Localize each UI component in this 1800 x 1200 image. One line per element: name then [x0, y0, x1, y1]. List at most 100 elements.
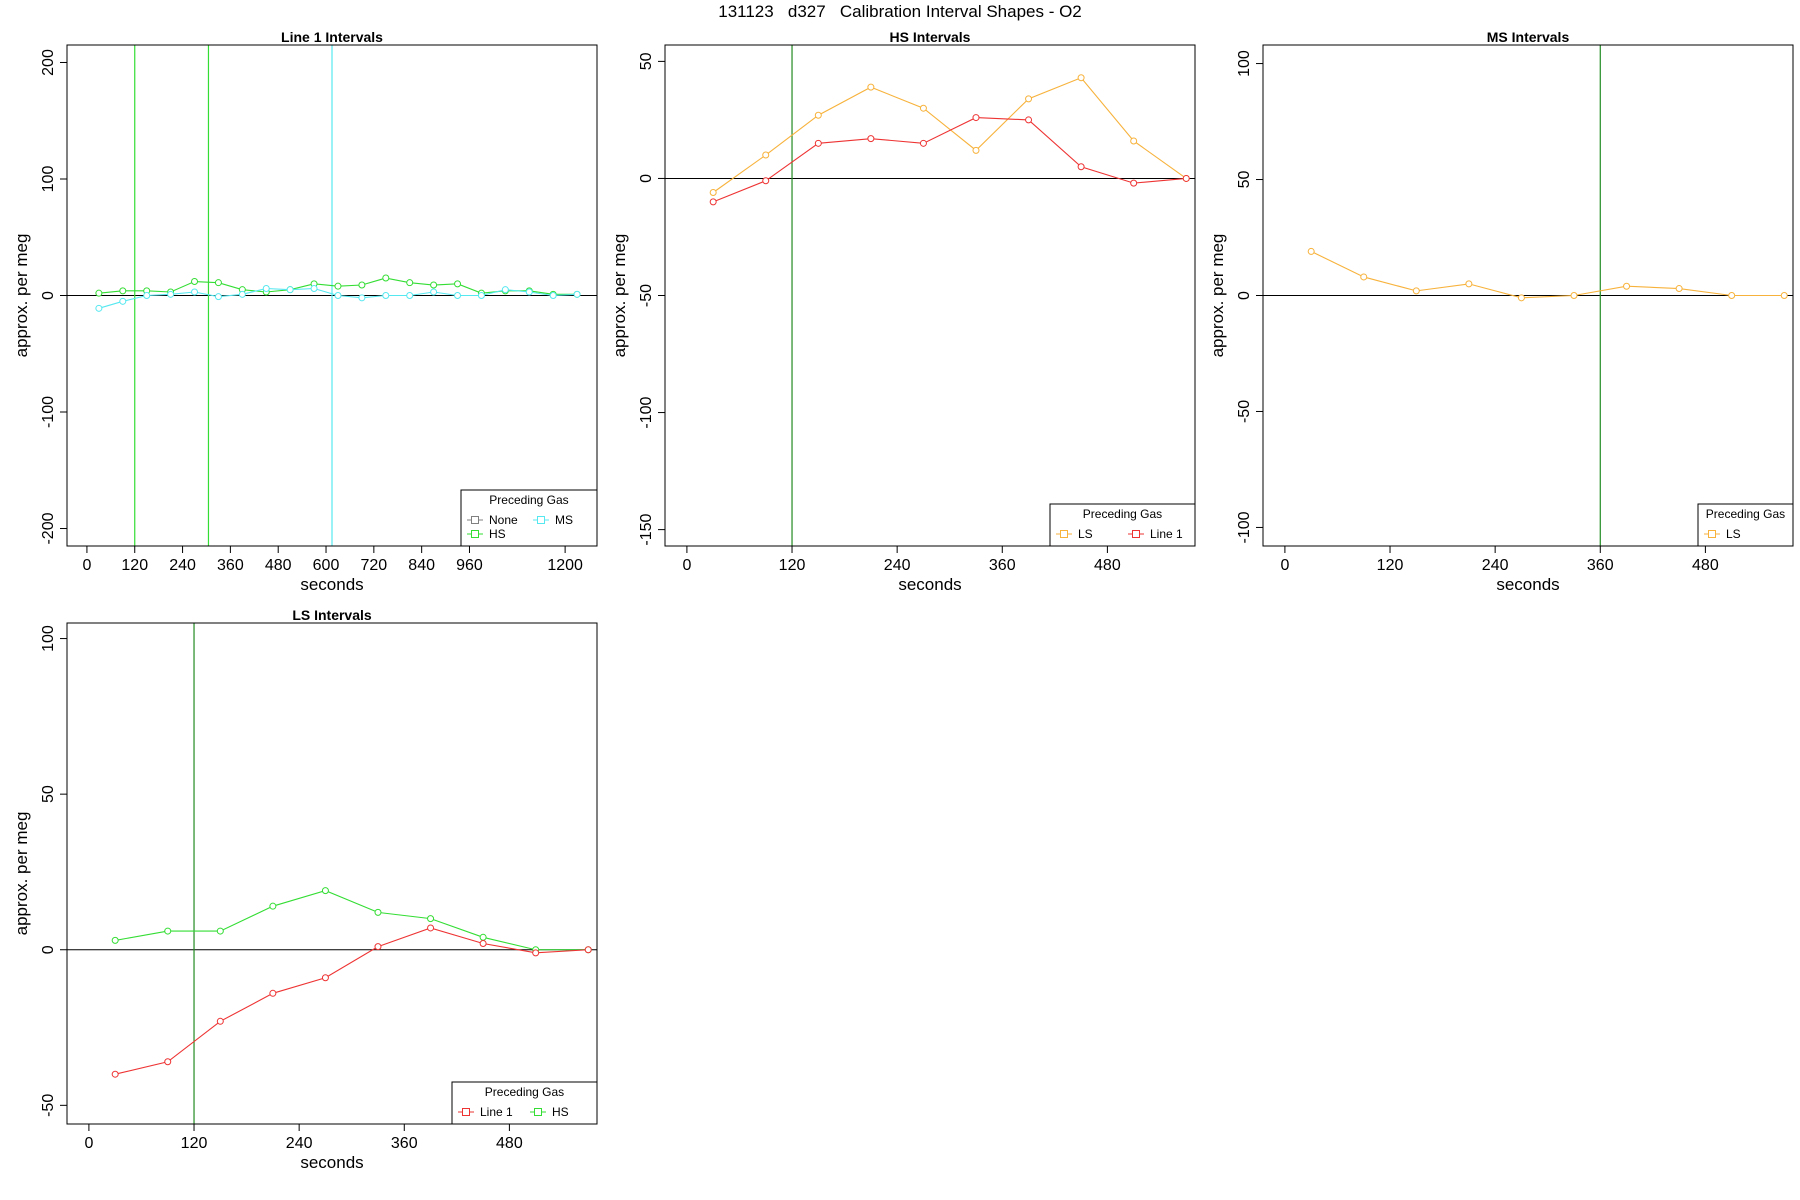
data-point	[111, 1070, 119, 1078]
data-point	[972, 114, 980, 122]
legend-swatch-marker	[1132, 530, 1140, 538]
data-point	[164, 1058, 172, 1066]
data-point	[1675, 285, 1683, 293]
series-line-line-1	[712, 117, 1187, 203]
data-point	[1412, 287, 1420, 295]
data-point	[479, 933, 487, 941]
data-point	[262, 285, 270, 293]
data-point	[709, 188, 717, 196]
data-point	[584, 946, 592, 954]
data-point	[95, 289, 103, 297]
data-point	[1728, 292, 1736, 299]
data-point	[406, 292, 414, 299]
data-point	[269, 989, 277, 997]
data-point	[143, 292, 151, 299]
data-point	[709, 198, 717, 206]
data-point	[532, 949, 540, 957]
data-point	[919, 139, 927, 147]
panel-1: Line 1 Intervals 0 120 240 360 480 600 720 840 96…	[12, 29, 598, 594]
legend-box	[451, 1081, 598, 1125]
data-point	[191, 288, 199, 296]
y-axis-label: approx. per meg	[12, 234, 31, 358]
figure-title: 131123 d327 Calibration Interval Shapes …	[718, 2, 1082, 21]
data-point	[919, 104, 927, 112]
panel-3: MS Intervals 0 120 240 360 480 seconds -100 -50 0…	[1208, 29, 1794, 594]
data-point	[374, 943, 382, 951]
x-tick-label: 0	[682, 557, 691, 574]
x-tick-label: 240	[169, 557, 196, 574]
data-point	[358, 281, 366, 289]
data-point	[549, 292, 557, 299]
y-tick-label: 200	[40, 49, 57, 76]
legend-title: Preceding Gas	[489, 493, 568, 507]
data-point	[374, 908, 382, 916]
plot-frame	[66, 622, 598, 1125]
panel-title: HS Intervals	[890, 29, 971, 45]
data-point	[406, 279, 414, 287]
legend: Preceding Gas LS	[1697, 503, 1794, 547]
x-axis-label: seconds	[1496, 575, 1559, 594]
data-point	[1360, 273, 1368, 281]
data-point	[119, 287, 127, 295]
data-point	[214, 293, 222, 301]
data-point	[573, 290, 581, 298]
legend-entry-label: None	[489, 513, 518, 527]
y-tick-label: 50	[40, 785, 57, 803]
data-point	[164, 927, 172, 935]
x-tick-label: 0	[84, 1135, 93, 1152]
data-point	[430, 281, 438, 289]
y-tick-label: -50	[40, 1094, 57, 1117]
panel-title: Line 1 Intervals	[281, 29, 383, 45]
y-tick-label: -100	[1236, 511, 1253, 543]
y-tick-label: -200	[40, 512, 57, 544]
legend-entry-label: LS	[1726, 527, 1741, 541]
data-point	[762, 177, 770, 185]
x-tick-label: 480	[1094, 557, 1121, 574]
legend-title: Preceding Gas	[1706, 507, 1785, 521]
data-point	[358, 294, 366, 302]
legend: Preceding Gas Line 1 HS	[451, 1081, 598, 1125]
data-point	[477, 292, 485, 299]
data-point	[214, 279, 222, 287]
legend-entry-label: MS	[555, 513, 573, 527]
legend-title: Preceding Gas	[1083, 507, 1162, 521]
data-point	[334, 282, 342, 290]
x-tick-label: 480	[1692, 557, 1719, 574]
legend-entry-label: Line 1	[480, 1105, 513, 1119]
y-tick-label: 50	[638, 52, 655, 70]
data-point	[479, 940, 487, 948]
data-point	[216, 927, 224, 935]
series-line-ls	[712, 77, 1187, 193]
legend-swatch-marker	[534, 1108, 542, 1116]
x-tick-label: 360	[989, 557, 1016, 574]
y-axis-label: approx. per meg	[610, 234, 629, 358]
y-tick-label: 0	[1236, 291, 1253, 300]
y-axis-label: approx. per meg	[1208, 234, 1227, 358]
data-point	[1182, 174, 1190, 182]
legend-swatch-marker	[462, 1108, 470, 1116]
data-point	[382, 292, 390, 299]
data-point	[310, 285, 318, 293]
x-axis-label: seconds	[300, 575, 363, 594]
x-tick-label: 720	[360, 557, 387, 574]
y-tick-label: -50	[638, 284, 655, 307]
x-tick-label: 120	[121, 557, 148, 574]
y-tick-label: 0	[638, 174, 655, 183]
data-point	[454, 292, 462, 299]
data-point	[382, 274, 390, 282]
x-tick-label: 1200	[547, 557, 583, 574]
data-point	[1130, 137, 1138, 145]
data-point	[1465, 280, 1473, 288]
y-tick-label: -50	[1236, 400, 1253, 423]
data-point	[1077, 74, 1085, 82]
legend-swatch-marker	[471, 530, 479, 538]
legend-entry-label: LS	[1078, 527, 1093, 541]
legend-entry-label: HS	[489, 527, 506, 541]
data-point	[269, 902, 277, 910]
data-point	[1570, 292, 1578, 299]
data-point	[454, 280, 462, 288]
data-point	[972, 146, 980, 154]
data-point	[95, 304, 103, 312]
x-tick-label: 120	[181, 1135, 208, 1152]
